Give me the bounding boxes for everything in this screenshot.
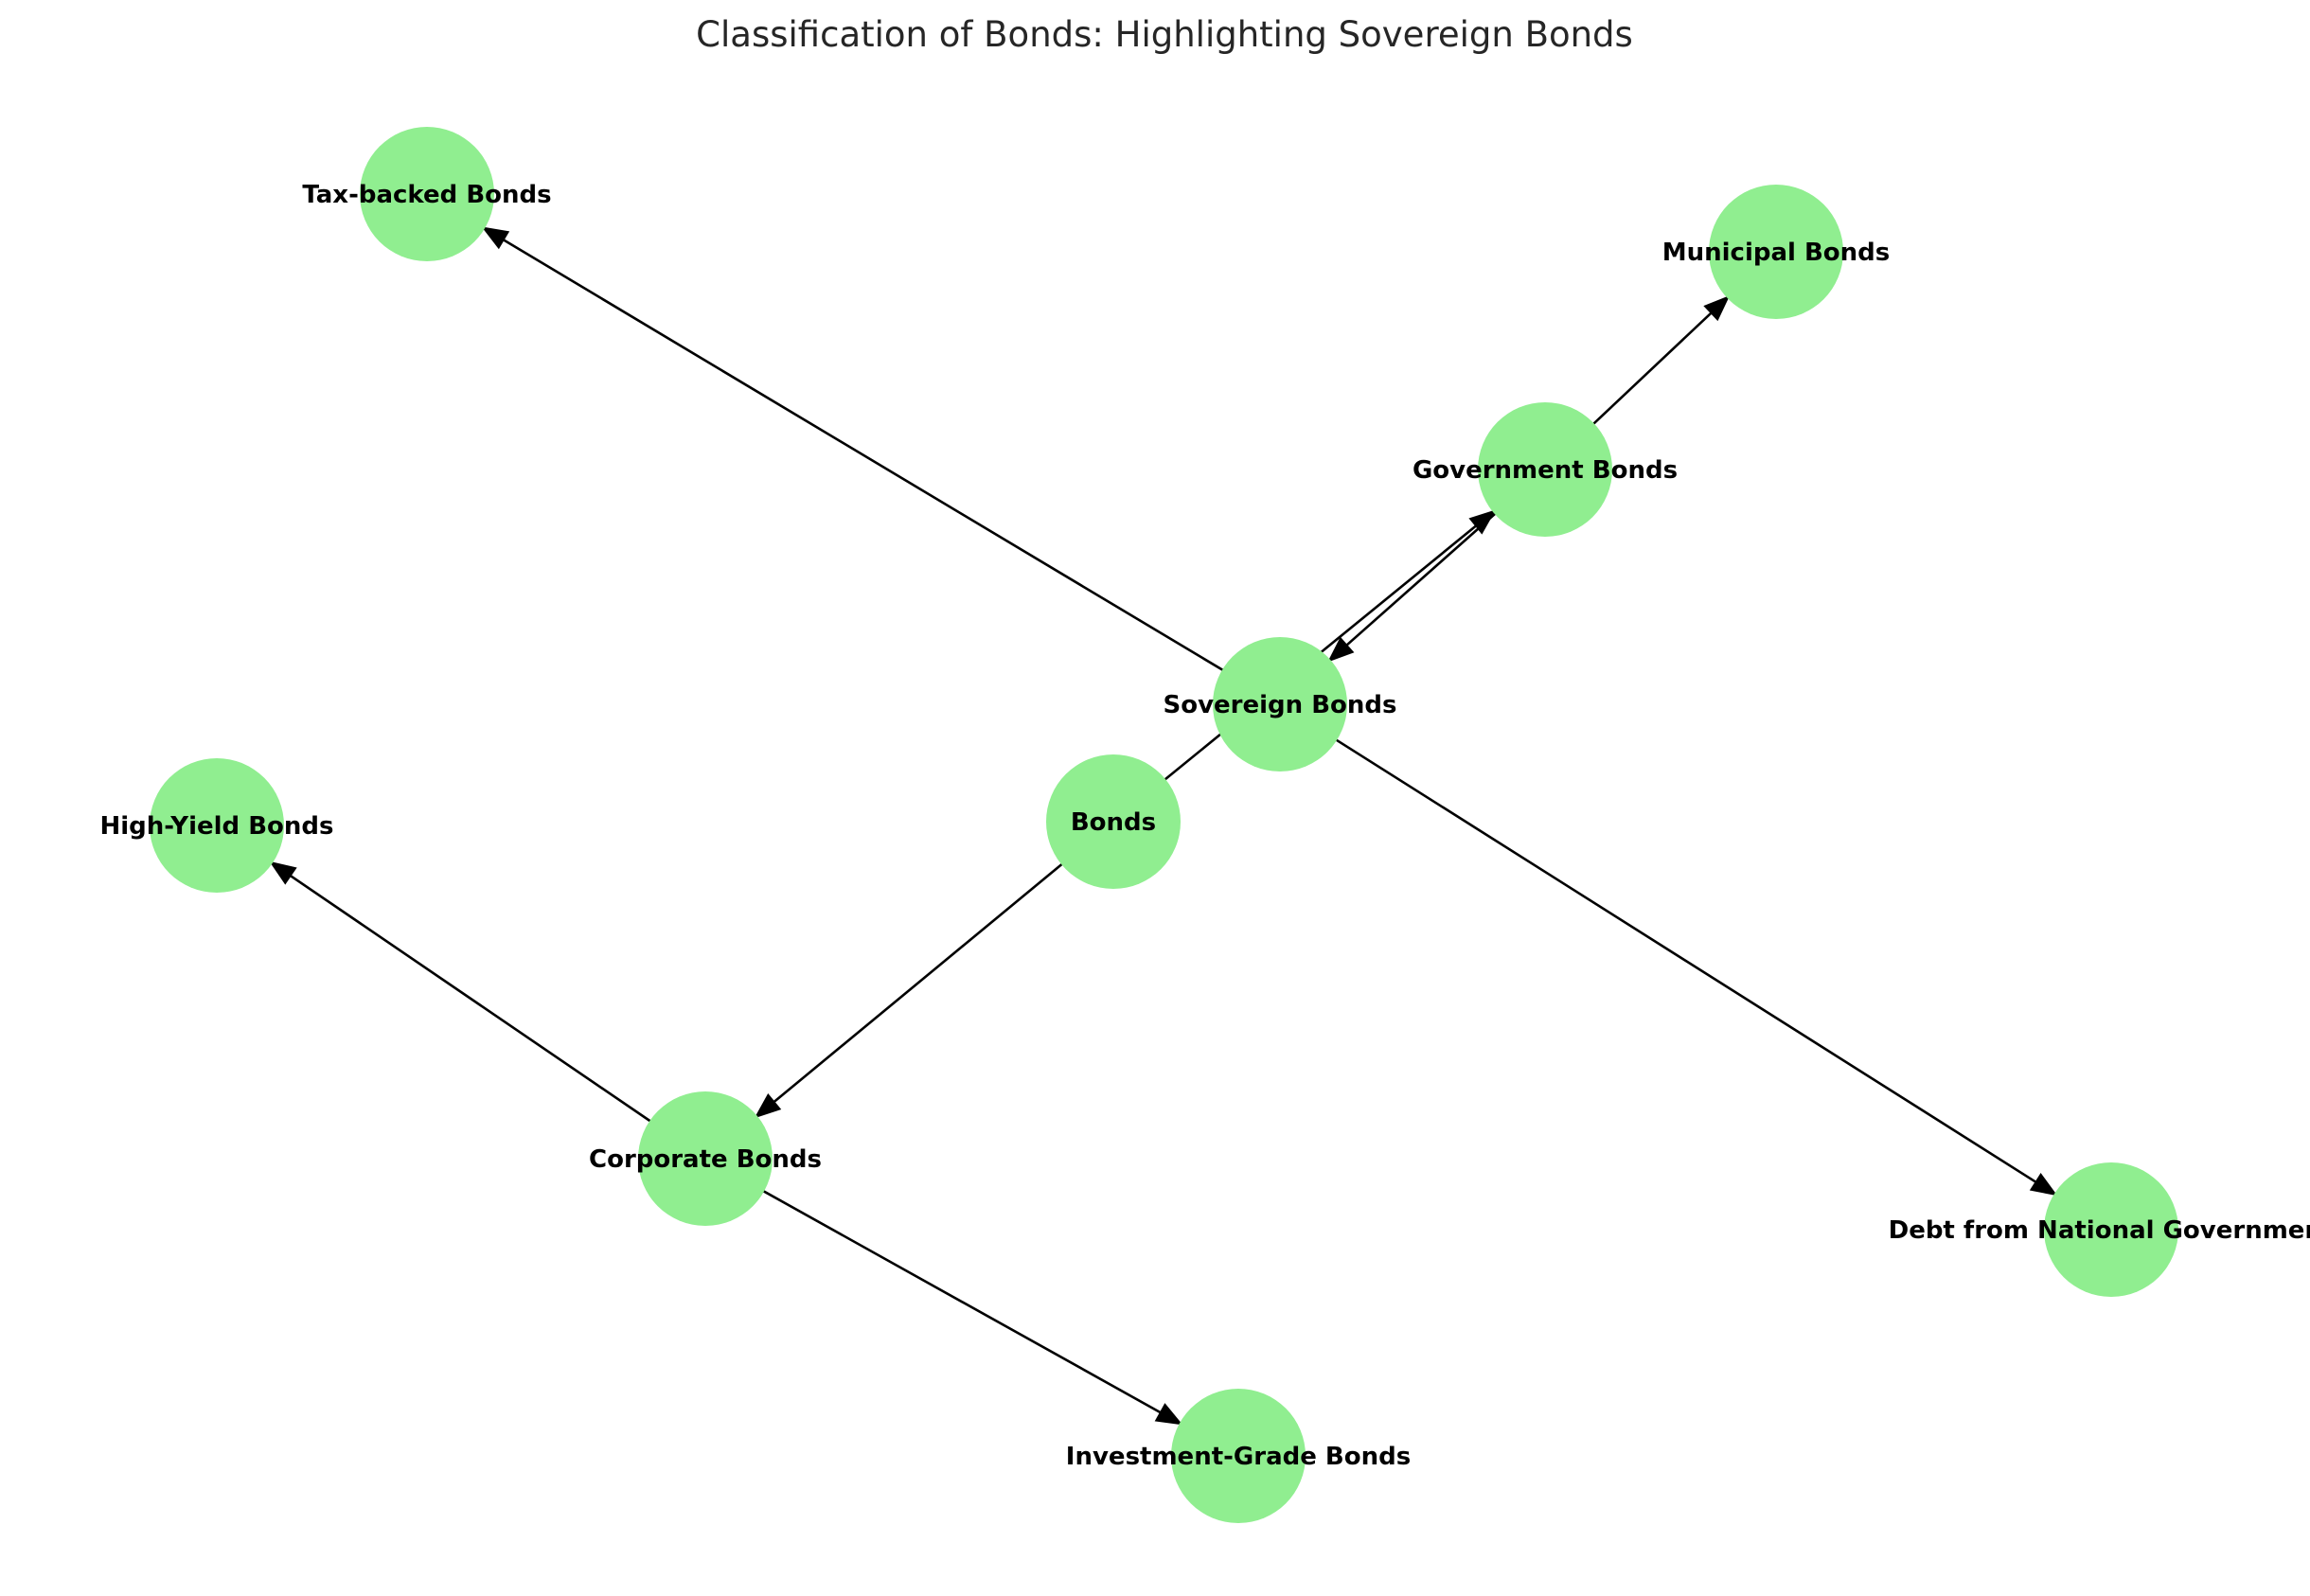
arrowhead xyxy=(1154,1403,1183,1426)
node-highyield xyxy=(150,758,284,893)
node-municipal xyxy=(1709,185,1843,319)
node-label-national: Debt from National Government xyxy=(1889,1216,2310,1245)
node-label-corporate: Corporate Bonds xyxy=(589,1145,822,1174)
edge-sovereign-to-national xyxy=(1329,735,2058,1197)
arrowhead xyxy=(1327,636,1355,663)
node-label-bonds: Bonds xyxy=(1071,808,1156,837)
edge-line xyxy=(756,1186,1163,1414)
arrowhead xyxy=(1468,509,1497,535)
node-label-sovereign: Sovereign Bonds xyxy=(1164,691,1397,719)
diagram-title: Classification of Bonds: Highlighting So… xyxy=(696,14,1633,55)
edge-line xyxy=(1329,735,2038,1184)
edge-corporate-to-investment xyxy=(756,1186,1183,1426)
node-taxbacked xyxy=(360,127,494,261)
node-label-municipal: Municipal Bonds xyxy=(1662,239,1891,267)
edges-layer xyxy=(269,226,2058,1426)
node-sovereign xyxy=(1213,637,1347,771)
node-label-government: Government Bonds xyxy=(1413,456,1678,485)
arrowhead xyxy=(269,860,297,885)
node-label-taxbacked: Tax-backed Bonds xyxy=(302,181,551,209)
nodes-layer xyxy=(150,127,2178,1523)
arrowhead xyxy=(2029,1172,2058,1197)
edge-line xyxy=(1344,507,1502,647)
node-government xyxy=(1478,402,1612,537)
node-label-investment: Investment-Grade Bonds xyxy=(1066,1443,1411,1471)
node-bonds xyxy=(1046,754,1181,889)
edge-government-to-municipal xyxy=(1587,294,1731,430)
edge-line xyxy=(502,238,1230,675)
edge-government-to-sovereign xyxy=(1327,507,1502,663)
arrowhead xyxy=(1703,294,1731,322)
node-national xyxy=(2044,1162,2178,1297)
edge-line xyxy=(772,859,1069,1104)
edge-line xyxy=(289,874,657,1126)
edge-bonds-to-corporate xyxy=(754,859,1069,1119)
node-corporate xyxy=(638,1091,773,1226)
arrowhead xyxy=(481,226,510,250)
node-label-highyield: High-Yield Bonds xyxy=(100,812,334,841)
edge-sovereign-to-taxbacked xyxy=(481,226,1230,675)
edge-corporate-to-highyield xyxy=(269,860,657,1126)
labels-layer: Bonds Sovereign Bonds Government Bonds Muni… xyxy=(100,181,2310,1471)
edge-line xyxy=(1587,310,1714,430)
arrowhead xyxy=(754,1093,782,1119)
node-investment xyxy=(1171,1389,1306,1523)
